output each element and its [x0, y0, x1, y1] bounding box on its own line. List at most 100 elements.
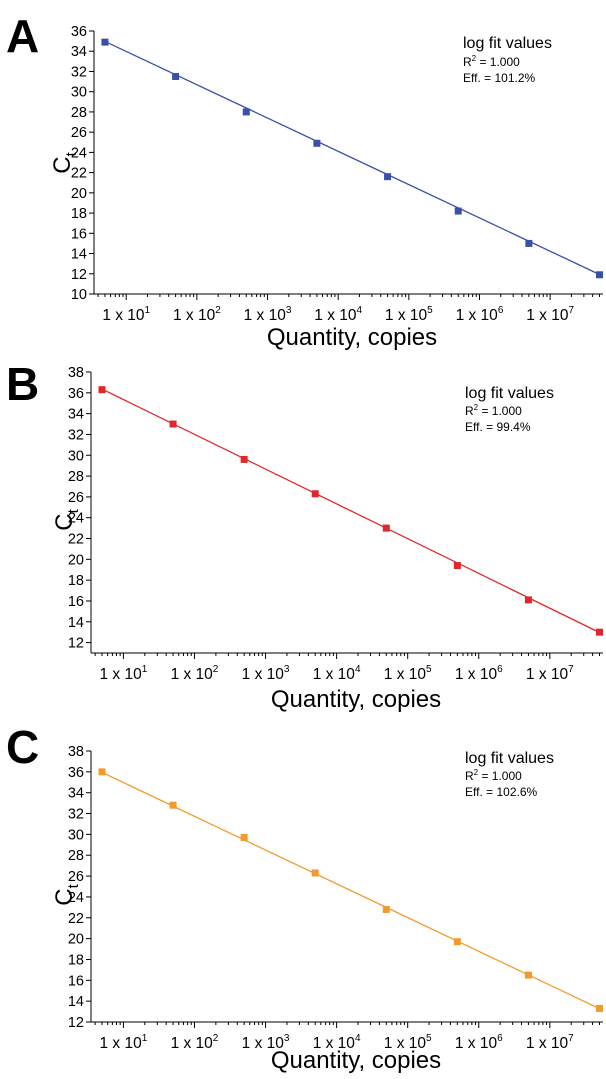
- y-tick-label: 32: [68, 427, 84, 443]
- y-tick-label: 26: [68, 869, 84, 885]
- data-point: [524, 971, 532, 979]
- annotation-r2-a: R2 = 1.000: [463, 54, 520, 69]
- y-tick-label: 24: [68, 511, 84, 527]
- annotation-efficiency-c: Eff. = 102.6%: [465, 785, 537, 799]
- y-tick-label: 20: [71, 186, 87, 202]
- annotation-efficiency-b: Eff. = 99.4%: [465, 420, 531, 434]
- data-point: [172, 73, 180, 81]
- x-tick-label: 1 x 107: [526, 1033, 574, 1052]
- data-point: [453, 562, 461, 570]
- y-tick-label: 32: [71, 64, 87, 80]
- y-tick-label: 16: [68, 594, 84, 610]
- y-tick-label: 12: [68, 636, 84, 652]
- data-point: [453, 938, 461, 946]
- y-tick-label: 36: [68, 765, 84, 781]
- annotation-title-a: log fit values: [463, 35, 552, 52]
- y-tick-label: 22: [68, 532, 84, 548]
- y-tick-label: 20: [68, 932, 84, 948]
- y-tick-label: 24: [68, 890, 84, 906]
- x-tick-label: 1 x 101: [100, 1033, 148, 1052]
- y-tick-label: 32: [68, 807, 84, 823]
- y-tick-label: 36: [71, 24, 87, 40]
- data-point: [382, 524, 390, 532]
- y-tick-label: 20: [68, 552, 84, 568]
- y-tick-label: 22: [68, 911, 84, 927]
- data-point: [596, 628, 604, 636]
- fit-line-a: [104, 40, 600, 276]
- x-tick-label: 1 x 106: [455, 664, 503, 683]
- fit-line-b: [101, 388, 600, 634]
- annotation-title-c: log fit values: [465, 750, 554, 767]
- y-tick-label: 28: [68, 848, 84, 864]
- chart-c: C Ct log fit values R2 = 1.000 Eff. = 10…: [6, 721, 604, 1074]
- x-tick-label: 1 x 102: [171, 1033, 219, 1052]
- annotation-a: log fit values R2 = 1.000 Eff. = 101.2%: [463, 35, 552, 85]
- x-tick-label: 1 x 105: [385, 305, 433, 324]
- panel-c: C Ct log fit values R2 = 1.000 Eff. = 10…: [0, 720, 606, 1079]
- annotation-r2-b: R2 = 1.000: [465, 403, 522, 418]
- data-point: [169, 801, 177, 809]
- x-axis-label-b: Quantity, copies: [271, 686, 441, 713]
- x-tick-label: 1 x 104: [313, 664, 361, 683]
- y-axis-label-a: Ct: [49, 151, 80, 173]
- panel-label-c: C: [6, 721, 39, 773]
- panel-label-a: A: [6, 10, 39, 62]
- y-tick-label: 24: [71, 145, 87, 161]
- y-tick-label: 16: [71, 226, 87, 242]
- y-tick-label: 18: [68, 573, 84, 589]
- y-tick-label: 18: [68, 952, 84, 968]
- y-axis-label-c: Ct: [51, 883, 82, 905]
- x-tick-label: 1 x 102: [173, 305, 221, 324]
- y-tick-label: 38: [68, 744, 84, 760]
- data-point: [240, 455, 248, 463]
- y-tick-label: 30: [68, 448, 84, 464]
- data-point: [169, 420, 177, 428]
- y-tick-label: 38: [68, 365, 84, 381]
- panel-b: B Ct log fit values R2 = 1.000 Eff. = 99…: [0, 358, 606, 720]
- data-point: [98, 768, 106, 776]
- x-tick-label: 1 x 107: [526, 664, 574, 683]
- y-tick-label: 30: [68, 827, 84, 843]
- x-tick-label: 1 x 105: [384, 664, 432, 683]
- y-tick-label: 30: [71, 85, 87, 101]
- y-axis-label-b: Ct: [51, 508, 82, 530]
- x-tick-label: 1 x 106: [455, 1033, 503, 1052]
- x-axis-label-c: Quantity, copies: [271, 1047, 441, 1074]
- chart-a: A Ct log fit values R2 = 1.000 Eff. = 10…: [6, 10, 604, 351]
- y-tick-label: 16: [68, 973, 84, 989]
- y-tick-label: 28: [68, 469, 84, 485]
- y-tick-label: 10: [71, 287, 87, 303]
- y-tick-label: 34: [71, 44, 87, 60]
- x-tick-label: 1 x 104: [313, 1033, 361, 1052]
- chart-b: B Ct log fit values R2 = 1.000 Eff. = 99…: [6, 358, 604, 713]
- data-point: [384, 173, 392, 181]
- y-tick-label: 26: [68, 490, 84, 506]
- x-tick-label: 1 x 106: [456, 305, 504, 324]
- annotation-c: log fit values R2 = 1.000 Eff. = 102.6%: [465, 750, 554, 799]
- x-tick-label: 1 x 101: [100, 664, 148, 683]
- x-tick-label: 1 x 107: [526, 305, 574, 324]
- y-tick-label: 36: [68, 386, 84, 402]
- y-tick-label: 34: [68, 786, 84, 802]
- x-tick-label: 1 x 103: [244, 305, 292, 324]
- data-point: [596, 1004, 604, 1012]
- data-point: [311, 490, 319, 498]
- data-point: [98, 386, 106, 394]
- x-tick-label: 1 x 102: [171, 664, 219, 683]
- y-tick-label: 12: [68, 1015, 84, 1031]
- data-point: [101, 38, 109, 46]
- x-tick-label: 1 x 101: [102, 305, 150, 324]
- x-tick-label: 1 x 104: [314, 305, 362, 324]
- y-tick-label: 34: [68, 407, 84, 423]
- y-tick-label: 14: [68, 615, 84, 631]
- annotation-title-b: log fit values: [465, 385, 554, 402]
- y-tick-label: 22: [71, 166, 87, 182]
- annotation-r2-c: R2 = 1.000: [465, 768, 522, 783]
- data-point: [240, 834, 248, 842]
- y-tick-label: 14: [68, 994, 84, 1010]
- y-tick-label: 14: [71, 247, 87, 263]
- data-point: [313, 139, 321, 147]
- x-tick-label: 1 x 103: [242, 664, 290, 683]
- panel-a: A Ct log fit values R2 = 1.000 Eff. = 10…: [0, 0, 606, 360]
- x-axis-label-a: Quantity, copies: [267, 324, 437, 351]
